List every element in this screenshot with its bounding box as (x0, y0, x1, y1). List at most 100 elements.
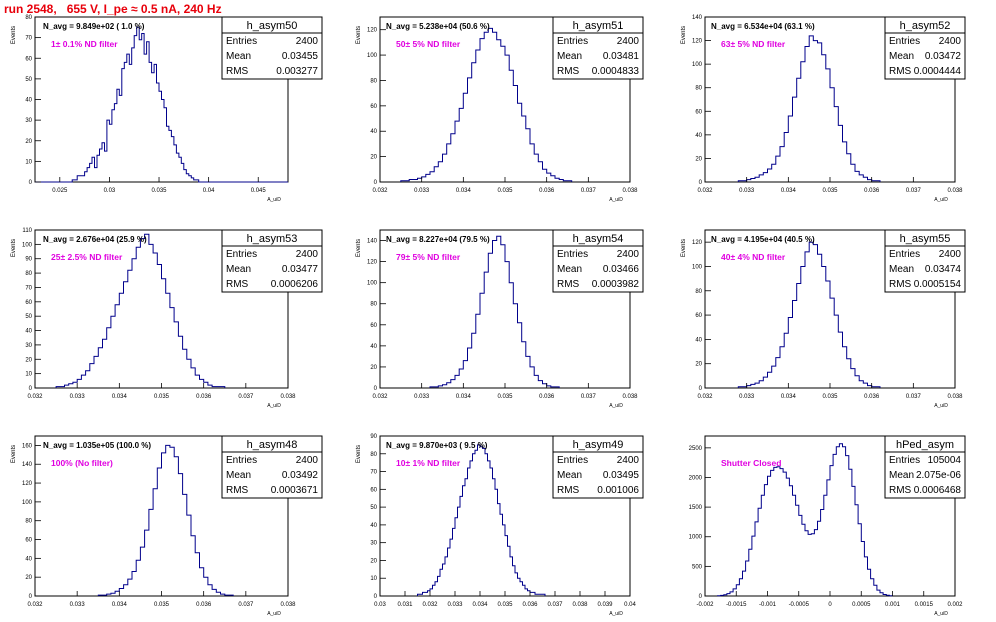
x-tick-label: 0.036 (196, 602, 212, 608)
y-tick-label: 100 (367, 281, 378, 287)
y-tick-label: 120 (367, 28, 378, 34)
x-axis-label: A_uiD (934, 611, 948, 617)
x-tick-label: 0.033 (70, 602, 86, 608)
page-title: run 2548, 655 V, I_pe ≈ 0.5 nA, 240 Hz (4, 2, 222, 16)
stats-label-entries: Entries (557, 455, 588, 466)
panel-hPed_asym: -0.002 -0.0015 -0.001 -0.0005 0 0.0005 0.001 0.… (689, 435, 966, 617)
y-tick-label: 20 (370, 155, 377, 161)
stats-value-entries: 2400 (296, 249, 319, 260)
histogram-line (97, 444, 234, 596)
y-tick-label: 0 (29, 594, 33, 600)
stats-value-mean: 2.075e-06 (916, 470, 961, 481)
y-tick-label: 120 (692, 39, 703, 45)
x-tick-label: 0.037 (238, 602, 254, 608)
stats-label-entries: Entries (557, 36, 588, 47)
x-tick-label: -0.0015 (726, 602, 747, 608)
y-tick-label: 0 (699, 180, 703, 186)
histogram-name: h_asym48 (247, 439, 298, 451)
stats-value-mean: 0.03472 (925, 51, 962, 62)
y-tick-label: 40 (695, 133, 702, 139)
y-tick-label: 70 (25, 285, 32, 291)
x-tick-label: 0.035 (822, 188, 838, 194)
stats-value-rms: 0.0006206 (271, 279, 319, 290)
x-tick-label: 0.038 (622, 394, 638, 400)
stats-value-mean: 0.03492 (282, 470, 319, 481)
x-tick-label: 0.034 (112, 602, 128, 608)
x-tick-label: 0.033 (414, 394, 430, 400)
stats-value-entries: 2400 (296, 455, 319, 466)
x-tick-label: 0.0015 (915, 602, 934, 608)
panel-h_asym55: 0.032 0.033 0.034 0.035 0.036 0.037 0.038 0 20 40… (681, 229, 966, 409)
x-tick-label: 0.037 (906, 394, 922, 400)
stats-value-mean: 0.03481 (603, 51, 640, 62)
panel-h_asym53: 0.032 0.033 0.034 0.035 0.036 0.037 0.038 0 10 20… (11, 228, 323, 409)
stats-label-mean: Mean (889, 264, 914, 275)
x-tick-label: 0.032 (27, 602, 43, 608)
x-tick-label: -0.001 (759, 602, 777, 608)
y-tick-label: 80 (25, 15, 32, 21)
stats-value-rms: 0.0003982 (592, 279, 640, 290)
y-tick-label: 0 (699, 386, 703, 392)
histogram-line (55, 233, 226, 388)
y-tick-label: 160 (22, 443, 33, 449)
stats-label-rms: RMS (889, 66, 912, 77)
stats-label-rms: RMS (557, 279, 580, 290)
x-tick-label: 0.036 (539, 188, 555, 194)
x-tick-label: 0.035 (822, 394, 838, 400)
x-tick-label: 0.037 (581, 394, 597, 400)
stats-label-entries: Entries (557, 249, 588, 260)
navg-label: N_avg = 4.195e+04 (40.5 %) (711, 235, 815, 244)
stats-label-rms: RMS (889, 279, 912, 290)
stats-value-rms: 0.003277 (276, 66, 318, 77)
y-tick-label: 120 (22, 481, 33, 487)
histogram-line (417, 444, 546, 596)
y-tick-label: 2500 (689, 446, 703, 452)
stats-label-entries: Entries (226, 36, 257, 47)
histogram-name: h_asym49 (573, 439, 624, 451)
navg-label: N_avg = 9.849e+02 ( 1.0 %) (43, 22, 145, 31)
y-tick-label: 100 (367, 53, 378, 59)
y-tick-label: 60 (370, 323, 377, 329)
y-tick-label: 100 (22, 242, 33, 248)
y-axis-label: Events (681, 26, 687, 44)
x-tick-label: 0.034 (781, 188, 797, 194)
histogram-line (400, 27, 573, 182)
y-tick-label: 0 (374, 180, 378, 186)
y-tick-label: 40 (695, 337, 702, 343)
stats-label-rms: RMS (226, 66, 249, 77)
navg-label: N_avg = 1.035e+05 (100.0 %) (43, 441, 151, 450)
stats-box (221, 435, 323, 499)
stats-value-rms: 0.0004444 (914, 66, 962, 77)
stats-box (884, 16, 966, 80)
stats-box (884, 229, 966, 293)
stats-value-rms: 0.0003671 (271, 485, 319, 496)
x-tick-label: 0.032 (27, 394, 43, 400)
stats-value-entries: 2400 (296, 36, 319, 47)
y-tick-label: 80 (695, 86, 702, 92)
histogram-line (737, 241, 881, 388)
histogram-line (35, 26, 288, 183)
x-tick-label: 0.04 (624, 602, 636, 608)
x-tick-label: 0.037 (581, 188, 597, 194)
histogram-line (737, 35, 881, 182)
y-tick-label: 30 (370, 541, 377, 547)
stats-box (552, 229, 644, 293)
stats-value-entries: 2400 (939, 249, 962, 260)
panel-h_asym48: 0.032 0.033 0.034 0.035 0.036 0.037 0.038 0 20 40… (11, 435, 323, 617)
x-tick-label: 0.032 (422, 602, 438, 608)
y-tick-label: 50 (25, 314, 32, 320)
x-tick-label: 0.035 (152, 188, 168, 194)
y-tick-label: 110 (22, 228, 32, 234)
y-tick-label: 60 (695, 313, 702, 319)
y-tick-label: 60 (370, 104, 377, 110)
panel-h_asym49: 0.03 0.031 0.032 0.033 0.034 0.035 0.036 0.037 0… (356, 434, 644, 617)
x-tick-label: 0.036 (864, 188, 880, 194)
y-tick-label: 60 (25, 300, 32, 306)
y-tick-label: 60 (370, 487, 377, 493)
x-tick-label: 0.03 (374, 602, 386, 608)
y-axis-label: Events (356, 239, 362, 257)
x-tick-label: 0.032 (372, 188, 388, 194)
x-tick-label: 0.038 (280, 394, 296, 400)
stats-value-rms: 0.001006 (597, 485, 639, 496)
histogram-line (717, 443, 893, 597)
